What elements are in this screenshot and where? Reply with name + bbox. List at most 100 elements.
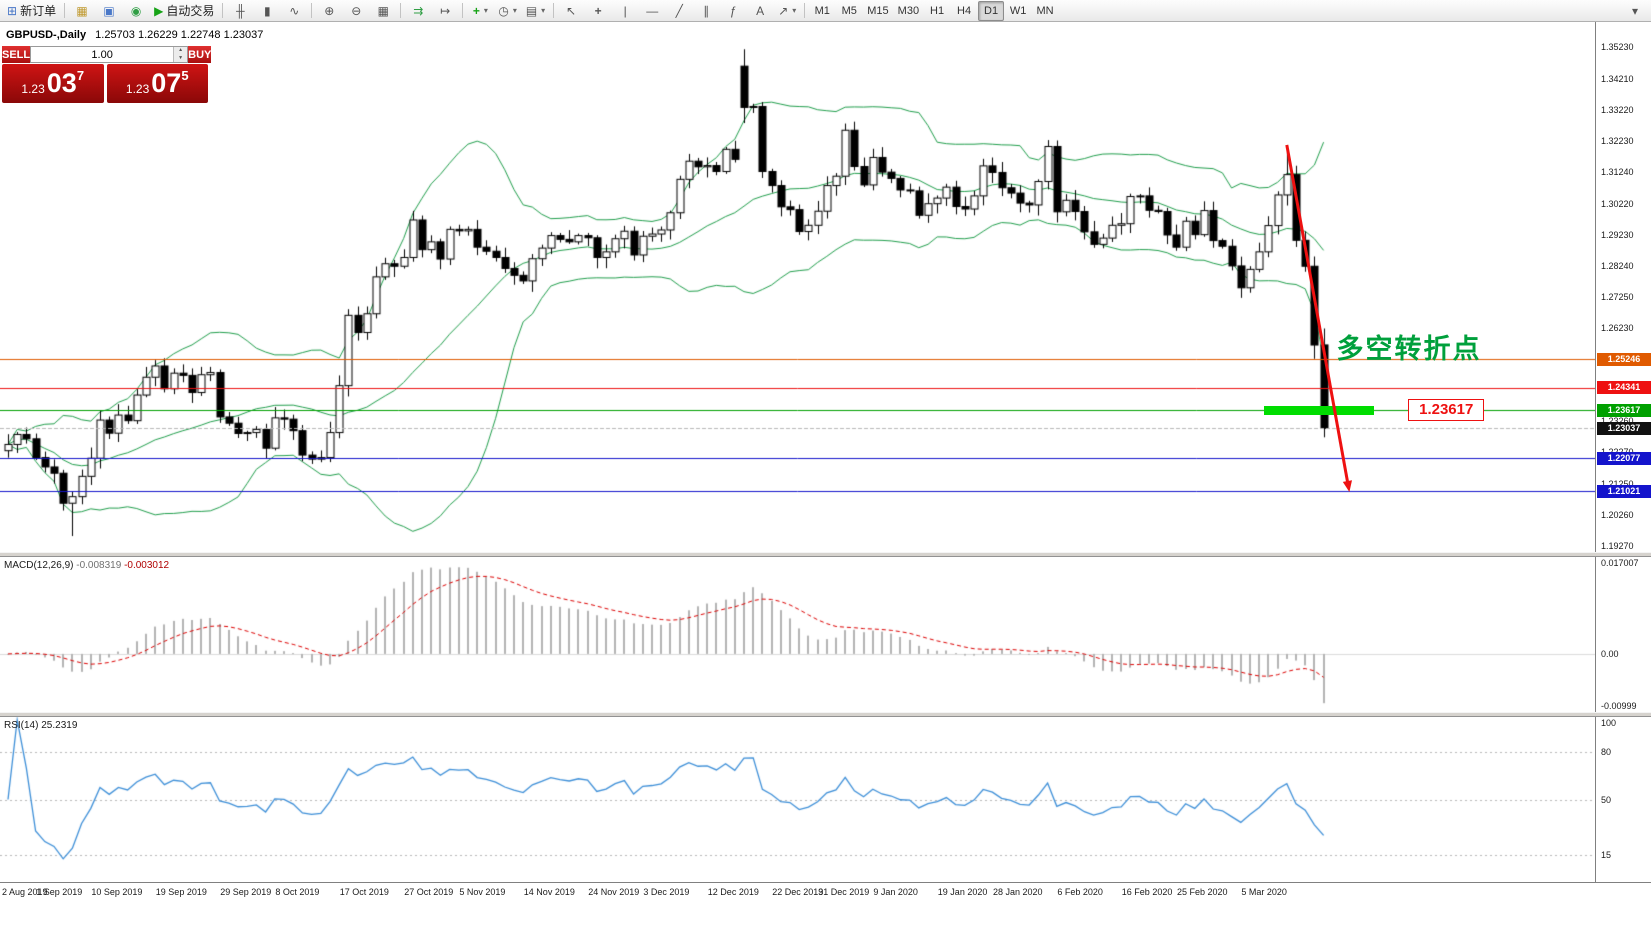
vertical-line-button[interactable]: | bbox=[612, 1, 638, 21]
templates-button[interactable]: ▤ ▾ bbox=[522, 1, 549, 21]
date-tick-label: 27 Oct 2019 bbox=[404, 887, 454, 897]
symbol-period-label: GBPUSD-,Daily bbox=[6, 29, 87, 41]
buy-price-pip: 5 bbox=[181, 68, 189, 83]
support-price-label[interactable]: 1.23617 bbox=[1408, 399, 1485, 422]
volume-box: ▲ ▼ bbox=[30, 46, 189, 63]
timeframe-m5-button[interactable]: M5 bbox=[836, 1, 862, 21]
volume-decrease-button[interactable]: ▼ bbox=[174, 54, 188, 62]
support-highlight-bar[interactable] bbox=[1263, 406, 1375, 416]
text-button[interactable]: A bbox=[747, 1, 773, 21]
timeframe-d1-button[interactable]: D1 bbox=[978, 0, 1005, 21]
zoom-in-button[interactable]: ⊕ bbox=[316, 1, 342, 21]
price-tick-label: 1.21250 bbox=[1601, 479, 1634, 489]
chart-shift-button[interactable]: ↦ bbox=[432, 1, 458, 21]
new-order-button[interactable]: ⊞ 新订单 bbox=[3, 1, 60, 21]
panel-splitter[interactable] bbox=[0, 552, 1651, 557]
text-icon: A bbox=[756, 3, 765, 18]
date-tick-label: 1 Sep 2019 bbox=[36, 887, 83, 897]
date-tick-label: 12 Dec 2019 bbox=[707, 887, 759, 897]
price-tick-label: 1.20260 bbox=[1601, 510, 1634, 521]
timeframe-h4-button[interactable]: H4 bbox=[951, 1, 977, 21]
main-chart-canvas[interactable] bbox=[0, 22, 1595, 552]
toolbar-overflow-button[interactable]: ▾ bbox=[1622, 1, 1648, 21]
arrow-objects-icon: ↗ bbox=[778, 3, 789, 18]
clock-icon: ◷ bbox=[498, 3, 509, 18]
sell-price-prefix: 1.23 bbox=[21, 82, 45, 96]
timeframe-mn-button[interactable]: MN bbox=[1032, 1, 1058, 21]
horizontal-line-button[interactable]: — bbox=[639, 1, 665, 21]
chevron-down-icon[interactable]: ▾ bbox=[541, 6, 546, 15]
auto-scroll-icon: ⇉ bbox=[413, 3, 424, 18]
vertical-line-icon: | bbox=[623, 3, 627, 18]
timeframe-m30-button[interactable]: M30 bbox=[894, 1, 923, 21]
new-order-button-label: 新订单 bbox=[20, 4, 57, 18]
auto-scroll-button[interactable]: ⇉ bbox=[405, 1, 431, 21]
turning-point-annotation[interactable]: 多空转折点 bbox=[1336, 333, 1482, 364]
timeframe-m15-button[interactable]: M15 bbox=[863, 1, 892, 21]
crosshair-icon: + bbox=[594, 3, 602, 18]
channel-button[interactable]: ∥ bbox=[693, 1, 719, 21]
date-tick-label: 24 Nov 2019 bbox=[588, 887, 640, 897]
tile-windows-button[interactable]: ▦ bbox=[370, 1, 396, 21]
timeframe-h1-button[interactable]: H1 bbox=[924, 1, 950, 21]
rsi-tick-label: 15 bbox=[1601, 850, 1612, 861]
date-tick-label: 5 Mar 2020 bbox=[1241, 887, 1287, 897]
panel-splitter[interactable] bbox=[0, 712, 1651, 717]
macd-tick-label: -0.00999 bbox=[1601, 701, 1637, 711]
rsi-panel-canvas[interactable] bbox=[0, 717, 1595, 882]
toolbar: ⊞ 新订单 ▦ ▣ ◉ ▶ 自动交易 ╫ ▮ ∿ ⊕ ⊖ ▦ ⇉ ↦ + ▾ ◷ ▾ ▤ ▾ ↖ + | — ╱ ∥ ƒ A ↗ ▾ M1 M5… bbox=[0, 0, 1651, 22]
sell-label: SELL bbox=[2, 46, 31, 63]
time-axis[interactable]: 2 Aug 2019 1 Sep 2019 10 Sep 2019 19 Sep 20… bbox=[0, 882, 1651, 906]
chart-window: 1.35230 1.34210 1.33220 1.32230 1.31240 1.302… bbox=[0, 22, 1651, 946]
zoom-out-button[interactable]: ⊖ bbox=[343, 1, 369, 21]
strategy-button[interactable]: ▣ bbox=[96, 1, 122, 21]
rsi-tick-label: 100 bbox=[1601, 718, 1617, 728]
fibonacci-button[interactable]: ƒ bbox=[720, 1, 746, 21]
cursor-button[interactable]: ↖ bbox=[558, 1, 584, 21]
ohlc-values: 1.25703 1.26229 1.22748 1.23037 bbox=[95, 29, 264, 41]
sell-price-big: 03 bbox=[46, 68, 77, 98]
chevron-down-icon[interactable]: ▾ bbox=[512, 6, 517, 15]
macd-signal-value: -0.003012 bbox=[124, 560, 170, 571]
refresh-button[interactable]: ◉ bbox=[123, 1, 149, 21]
volume-input[interactable] bbox=[31, 47, 174, 62]
sell-button[interactable]: 1.23 03 7 bbox=[2, 64, 104, 103]
metaeditor-button[interactable]: ▦ bbox=[69, 1, 95, 21]
toolbar-separator bbox=[400, 3, 402, 18]
crosshair-button[interactable]: + bbox=[585, 1, 611, 21]
date-tick-label: 25 Feb 2020 bbox=[1177, 887, 1228, 897]
trendline-button[interactable]: ╱ bbox=[666, 1, 692, 21]
toolbar-separator bbox=[553, 3, 555, 18]
buy-button[interactable]: 1.23 07 5 bbox=[106, 64, 208, 103]
horizontal-line-icon: — bbox=[646, 3, 659, 18]
periods-button[interactable]: ◷ ▾ bbox=[494, 1, 521, 21]
candlestick-button[interactable]: ▮ bbox=[254, 1, 280, 21]
chevron-down-icon[interactable]: ▾ bbox=[792, 6, 797, 15]
auto-trading-button[interactable]: ▶ 自动交易 bbox=[150, 1, 218, 21]
chevron-down-icon[interactable]: ▾ bbox=[483, 6, 488, 15]
macd-panel-canvas[interactable] bbox=[0, 557, 1595, 712]
macd-indicator-label: MACD(12,26,9) -0.008319 -0.003012 bbox=[4, 560, 169, 571]
date-tick-label: 6 Feb 2020 bbox=[1057, 887, 1103, 897]
arrows-button[interactable]: ↗ ▾ bbox=[774, 1, 800, 21]
date-tick-label: 28 Jan 2020 bbox=[993, 887, 1043, 897]
rsi-axis[interactable]: 100 80 50 15 bbox=[1595, 717, 1651, 882]
rsi-tick-label: 50 bbox=[1601, 794, 1612, 805]
line-chart-button[interactable]: ∿ bbox=[281, 1, 307, 21]
bar-chart-icon: ╫ bbox=[236, 3, 245, 18]
volume-increase-button[interactable]: ▲ bbox=[174, 47, 188, 55]
zoom-out-icon: ⊖ bbox=[351, 3, 362, 18]
tile-windows-icon: ▦ bbox=[377, 3, 389, 18]
macd-axis[interactable]: 0.017007 0.00 -0.00999 bbox=[1595, 557, 1651, 712]
fibonacci-icon: ƒ bbox=[729, 3, 737, 18]
price-tick-label: 1.23260 bbox=[1601, 416, 1634, 426]
indicators-button[interactable]: + ▾ bbox=[467, 1, 493, 21]
price-axis[interactable]: 1.35230 1.34210 1.33220 1.32230 1.31240 1.302… bbox=[1595, 22, 1651, 552]
timeframe-w1-button[interactable]: W1 bbox=[1005, 1, 1031, 21]
timeframe-m1-button[interactable]: M1 bbox=[809, 1, 835, 21]
price-tag: 1.23617 bbox=[1597, 403, 1651, 417]
price-tick-label: 1.30220 bbox=[1601, 198, 1634, 209]
timeframe-mn-button-label: MN bbox=[1036, 4, 1054, 17]
rsi-title: RSI(14) bbox=[4, 720, 39, 731]
bar-chart-button[interactable]: ╫ bbox=[227, 1, 253, 21]
